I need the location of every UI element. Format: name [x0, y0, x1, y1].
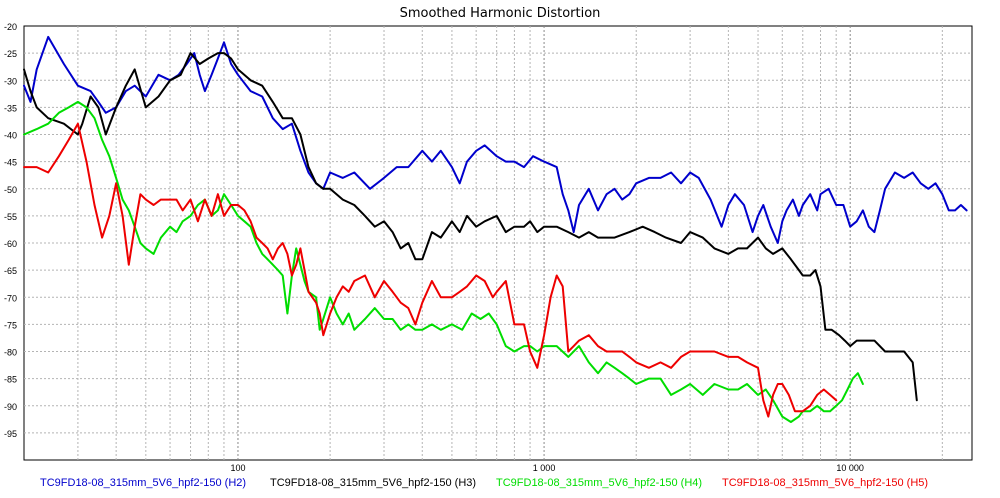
y-tick-label: -25 [4, 49, 17, 59]
y-tick-label: -30 [4, 76, 17, 86]
legend-entry-h3: TC9FD18-08_315mm_5V6_hpf2-150 (H3) [270, 477, 477, 489]
legend: TC9FD18-08_315mm_5V6_hpf2-150 (H2) TC9FD1… [0, 477, 1000, 495]
y-tick-label: -75 [4, 320, 17, 330]
plot-area [23, 25, 973, 461]
chart-title: Smoothed Harmonic Distortion [399, 6, 601, 21]
legend-entry-h4: TC9FD18-08_315mm_5V6_hpf2-150 (H4) [496, 477, 703, 489]
y-tick-label: -70 [4, 293, 17, 303]
legend-entry-h2: TC9FD18-08_315mm_5V6_hpf2-150 (H2) [40, 477, 247, 489]
y-tick-label: -35 [4, 103, 17, 113]
y-tick-label: -40 [4, 131, 17, 141]
series-line-h2 [23, 35, 968, 244]
y-tick-label: -65 [4, 266, 17, 276]
x-tick-label: 100 [230, 463, 245, 473]
y-tick-label: -50 [4, 185, 17, 195]
grid-layer [24, 26, 972, 460]
x-tick-label: 1 000 [533, 463, 556, 473]
x-tick-label: 10 000 [836, 463, 864, 473]
series-line-h3 [23, 52, 918, 402]
y-tick-label: -20 [4, 22, 17, 32]
y-tick-label: -85 [4, 375, 17, 385]
series-line-h5 [23, 122, 838, 418]
y-tick-label: -95 [4, 429, 17, 439]
series-layer [23, 35, 968, 423]
y-tick-label: -60 [4, 239, 17, 249]
y-tick-label: -55 [4, 212, 17, 222]
x-axis-ticks: 100 1 000 10 000 [230, 463, 864, 473]
series-line-h4 [23, 100, 864, 423]
y-tick-label: -80 [4, 348, 17, 358]
legend-entry-h5: TC9FD18-08_315mm_5V6_hpf2-150 (H5) [722, 477, 929, 489]
y-axis-ticks: -20 -25 -30 -35 -40 -45 -50 -55 -60 -65 -70 -75 -80 -… [4, 22, 17, 439]
y-tick-label: -45 [4, 158, 17, 168]
y-tick-label: -90 [4, 402, 17, 412]
